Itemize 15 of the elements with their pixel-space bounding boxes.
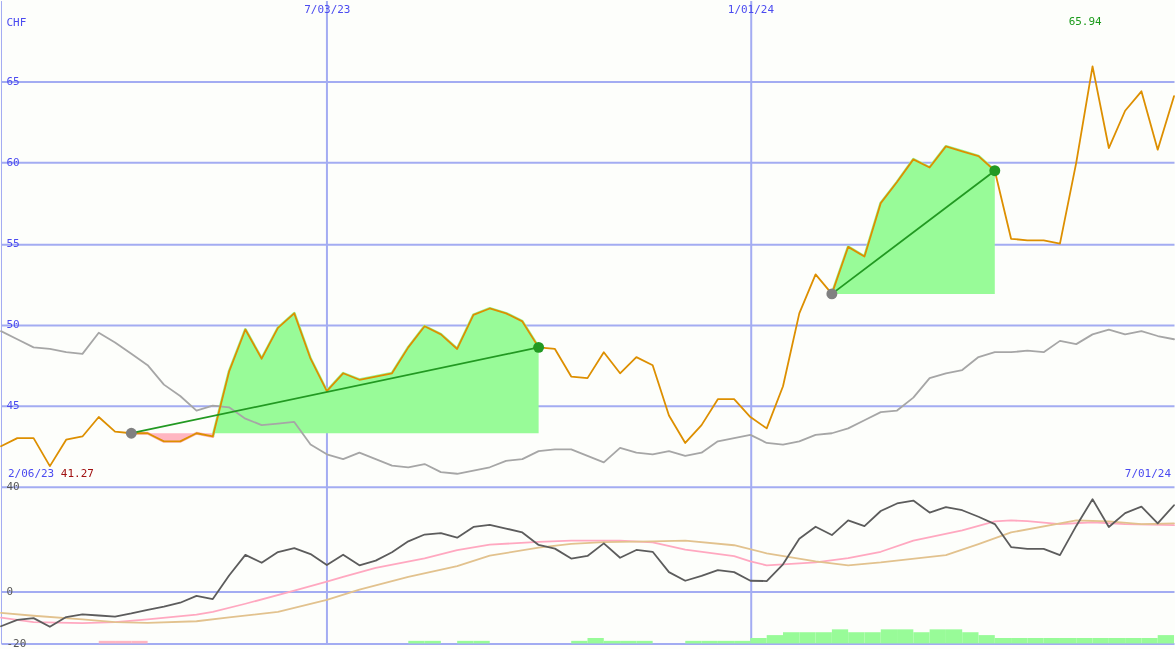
y-axis-title: CHF	[6, 16, 27, 30]
annotation: 41.27	[60, 466, 94, 480]
x-tick-label: 1/01/24	[727, 3, 775, 17]
y-tick-label: 50	[6, 318, 20, 332]
x-tick-label: 7/03/23	[304, 3, 351, 17]
y-tick-label: 55	[6, 237, 20, 251]
y-tick-label: 65	[6, 75, 20, 89]
y-tick-label: -20	[6, 636, 27, 650]
y-tick-label: 0	[6, 584, 14, 598]
y-tick-label: 45	[6, 399, 20, 413]
y-tick-label: 40	[6, 480, 20, 494]
annotation: 7/01/24	[1124, 466, 1172, 480]
y-tick-label: 60	[6, 156, 20, 170]
annotation: 65.94	[1068, 14, 1103, 28]
annotation: 2/06/23	[7, 466, 55, 480]
